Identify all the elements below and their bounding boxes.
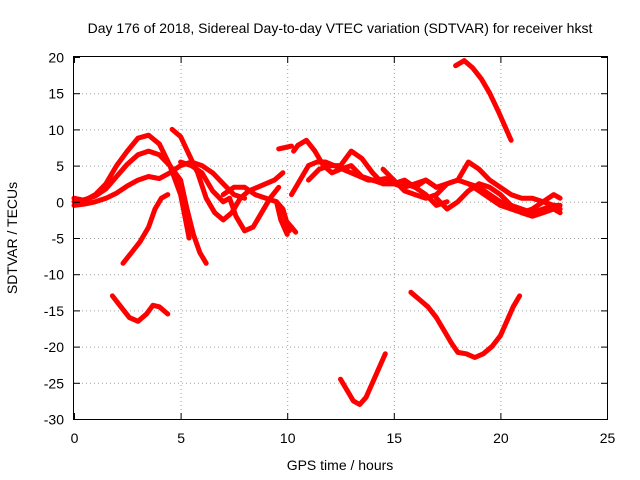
y-tick-label: 20	[48, 50, 64, 66]
y-tick-label: -30	[44, 412, 64, 428]
series-line-prn-g	[178, 159, 282, 234]
series-line-prn-e	[109, 293, 171, 324]
series-line-prn-i	[274, 199, 290, 237]
y-axis-title: SDTVAR / TECUs	[4, 182, 20, 294]
x-tick-label: 15	[387, 430, 403, 446]
series-line-prn-t	[408, 289, 523, 360]
x-tick-label: 0	[71, 430, 79, 446]
y-tick-label: -25	[44, 375, 64, 391]
x-tick-label: 25	[600, 430, 616, 446]
y-tick-label: -10	[44, 267, 64, 283]
series-line-prn-h	[220, 184, 292, 234]
series-line-prn-q	[433, 181, 563, 219]
y-tick-label: 15	[48, 86, 64, 102]
series-line-prn-k	[284, 219, 299, 235]
chart-title: Day 176 of 2018, Sidereal Day-to-day VTE…	[88, 20, 593, 36]
series-line-prn-f	[169, 126, 286, 223]
y-tick-labels: -30 -25 -20 -15 -10 -5 0 5 10 15 20	[44, 50, 64, 428]
series-line-prn-r	[465, 181, 563, 216]
series-line-prn-d	[120, 192, 171, 266]
series-line-prn-p	[402, 159, 563, 212]
series-line-prn-s	[453, 58, 514, 143]
series-line-prn-j	[276, 143, 294, 152]
data-series	[71, 58, 563, 407]
y-tick-label: 0	[56, 194, 64, 210]
x-axis-title: GPS time / hours	[287, 457, 394, 473]
series-line-prn-n	[306, 148, 450, 208]
x-tick-label: 10	[280, 430, 296, 446]
x-tick-labels: 0 5 10 15 20 25	[71, 430, 616, 446]
y-tick-label: -5	[52, 231, 65, 247]
y-tick-label: 10	[48, 122, 64, 138]
y-tick-label: 5	[56, 158, 64, 174]
x-tick-label: 20	[493, 430, 509, 446]
y-tick-label: -15	[44, 303, 64, 319]
series-line-prn-c	[71, 159, 248, 208]
y-tick-label: -20	[44, 339, 64, 355]
plot-frame	[73, 56, 608, 420]
series-line-prn-u	[338, 351, 388, 407]
axis-ticks	[74, 57, 608, 420]
x-tick-label: 5	[177, 430, 185, 446]
